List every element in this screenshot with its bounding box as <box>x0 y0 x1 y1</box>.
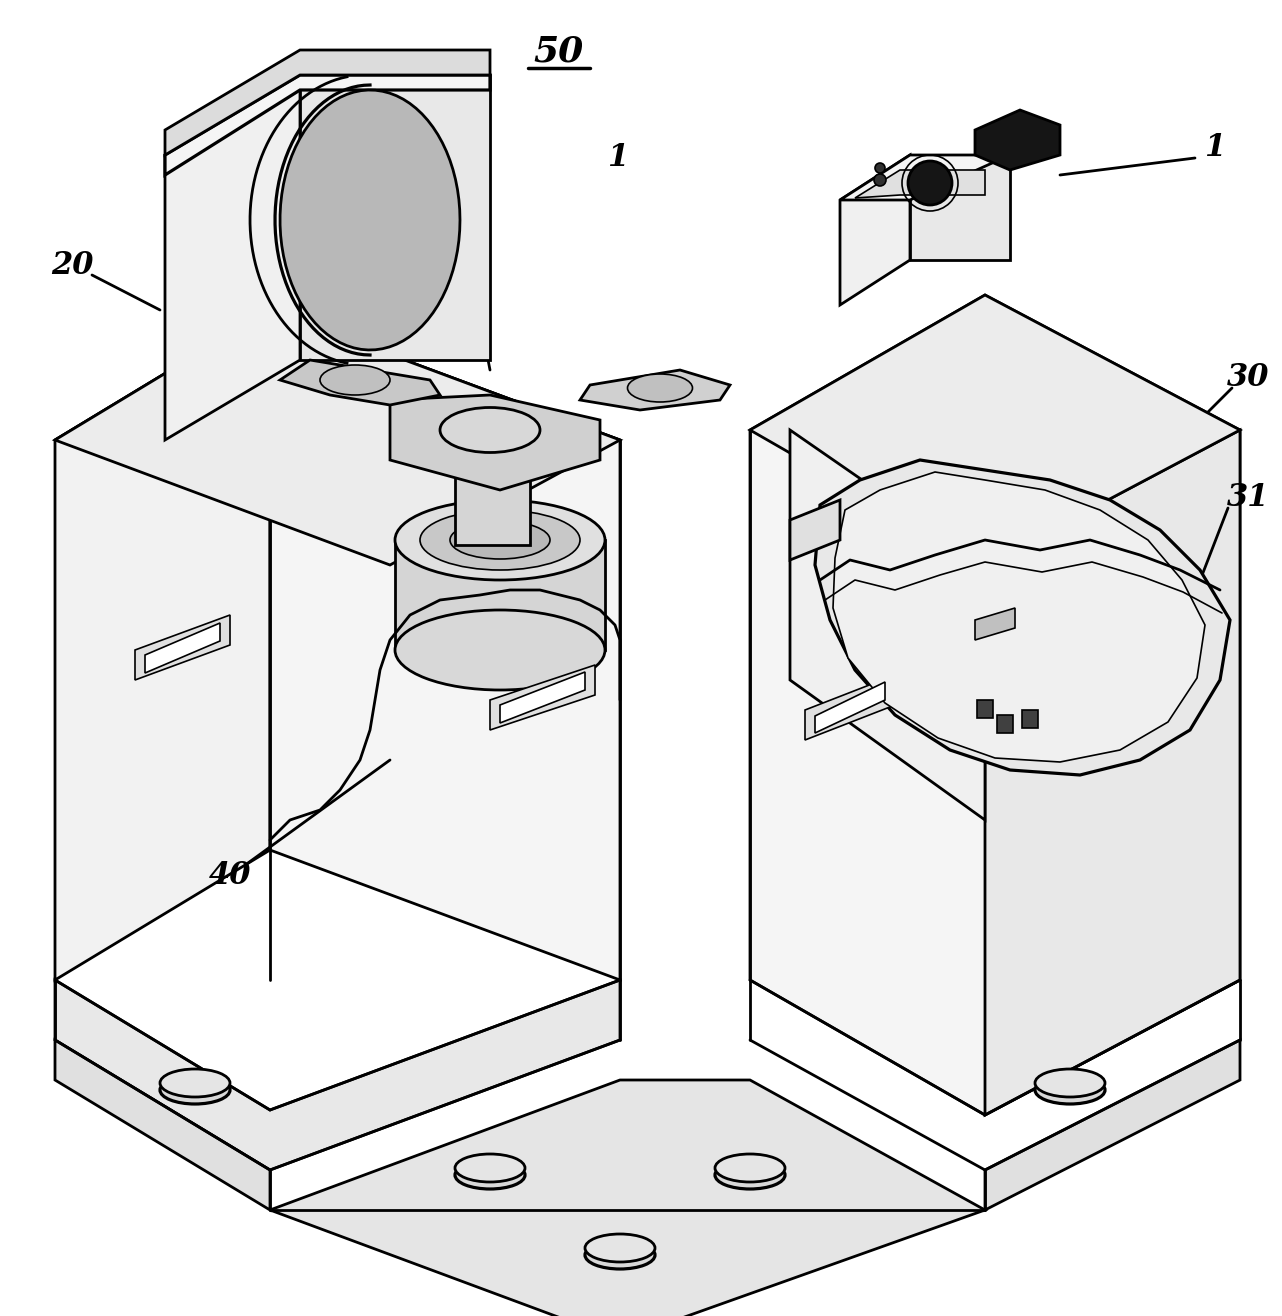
Ellipse shape <box>160 1076 229 1104</box>
Ellipse shape <box>440 408 540 453</box>
Ellipse shape <box>395 500 605 580</box>
Polygon shape <box>750 295 1240 1115</box>
Polygon shape <box>490 665 595 730</box>
Polygon shape <box>300 89 490 361</box>
Ellipse shape <box>715 1154 785 1182</box>
Text: 40: 40 <box>209 859 251 891</box>
Ellipse shape <box>160 1069 229 1098</box>
Circle shape <box>876 163 885 172</box>
Polygon shape <box>500 672 585 722</box>
Polygon shape <box>279 361 440 405</box>
Polygon shape <box>805 675 895 740</box>
Ellipse shape <box>450 521 550 559</box>
Text: 31: 31 <box>1227 483 1269 513</box>
Ellipse shape <box>715 1161 785 1188</box>
Polygon shape <box>55 980 620 1170</box>
Circle shape <box>908 161 953 205</box>
Polygon shape <box>790 500 840 561</box>
Text: 1: 1 <box>1204 133 1226 163</box>
Polygon shape <box>910 155 1010 261</box>
Polygon shape <box>815 461 1229 775</box>
Polygon shape <box>300 75 490 361</box>
Polygon shape <box>855 170 985 197</box>
Polygon shape <box>395 540 605 650</box>
Polygon shape <box>833 472 1205 762</box>
Ellipse shape <box>420 511 579 570</box>
Polygon shape <box>750 295 1240 565</box>
Ellipse shape <box>455 1154 526 1182</box>
Text: 21: 21 <box>414 179 456 211</box>
Polygon shape <box>985 430 1240 1115</box>
Text: 1: 1 <box>608 142 628 174</box>
Polygon shape <box>840 155 1010 200</box>
Polygon shape <box>135 615 229 680</box>
Polygon shape <box>1022 711 1038 728</box>
Polygon shape <box>579 370 729 411</box>
Polygon shape <box>271 311 620 980</box>
Polygon shape <box>165 75 490 175</box>
Polygon shape <box>279 89 460 350</box>
Ellipse shape <box>320 365 390 395</box>
Polygon shape <box>165 50 490 155</box>
Polygon shape <box>840 155 910 305</box>
Polygon shape <box>145 622 221 672</box>
Text: 50: 50 <box>533 36 583 68</box>
Ellipse shape <box>627 374 692 401</box>
Ellipse shape <box>1035 1069 1105 1098</box>
Polygon shape <box>271 1080 985 1316</box>
Polygon shape <box>55 311 271 980</box>
Polygon shape <box>976 111 1060 170</box>
Polygon shape <box>55 311 620 565</box>
Polygon shape <box>55 1040 271 1209</box>
Circle shape <box>874 174 886 186</box>
Ellipse shape <box>395 611 605 690</box>
Polygon shape <box>165 75 300 440</box>
Text: 30: 30 <box>1227 362 1269 393</box>
Polygon shape <box>997 715 1013 733</box>
Polygon shape <box>976 608 1015 640</box>
Polygon shape <box>390 395 600 490</box>
Polygon shape <box>815 682 885 733</box>
Polygon shape <box>790 430 985 820</box>
Ellipse shape <box>455 1161 526 1188</box>
Ellipse shape <box>585 1241 655 1269</box>
Polygon shape <box>977 700 994 719</box>
Polygon shape <box>985 1040 1240 1209</box>
Polygon shape <box>455 430 529 545</box>
Ellipse shape <box>585 1234 655 1262</box>
Text: 20: 20 <box>51 250 94 280</box>
Ellipse shape <box>1035 1076 1105 1104</box>
